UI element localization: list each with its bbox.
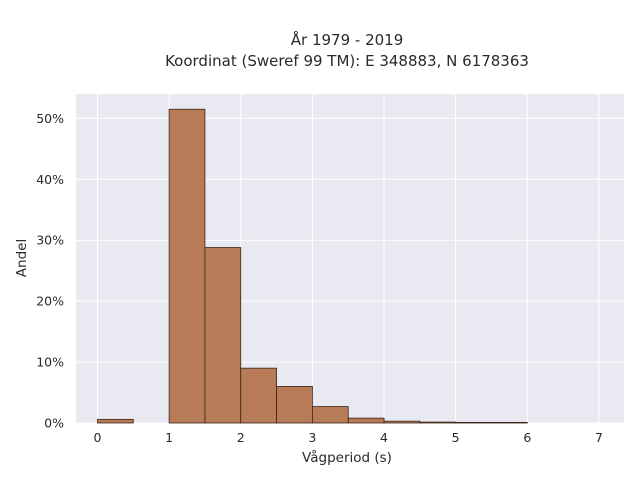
histogram-bar xyxy=(311,406,349,424)
x-tick-label: 3 xyxy=(308,430,316,445)
x-tick-label: 2 xyxy=(237,430,245,445)
chart-title-line-1: År 1979 - 2019 xyxy=(291,30,404,49)
y-tick-label: 10% xyxy=(36,355,64,370)
y-tick-label: 50% xyxy=(36,111,64,126)
x-tick-label: 5 xyxy=(452,430,460,445)
histogram-bar xyxy=(491,421,528,424)
x-tick-label: 0 xyxy=(94,430,102,445)
y-tick-label: 40% xyxy=(36,172,64,187)
x-tick-label: 7 xyxy=(595,430,603,445)
histogram-bar xyxy=(347,417,385,424)
x-tick-label: 4 xyxy=(380,430,388,445)
x-tick-label: 6 xyxy=(523,430,531,445)
y-tick-label: 30% xyxy=(36,233,64,248)
histogram-bar xyxy=(168,108,206,424)
histogram-bar xyxy=(419,421,457,424)
y-tick-label: 0% xyxy=(44,416,64,431)
chart-title-line-2: Koordinat (Sweref 99 TM): E 348883, N 61… xyxy=(165,52,529,70)
histogram-bar xyxy=(204,247,242,424)
histogram-bar xyxy=(240,367,277,424)
histogram-bar xyxy=(383,420,421,424)
y-axis-label: Andel xyxy=(14,239,30,277)
histogram-bar xyxy=(455,421,492,424)
histogram-bars xyxy=(97,108,528,424)
grid-lines xyxy=(76,94,624,424)
y-axis-ticks: 0% 10% 20% 30% 40% 50% xyxy=(36,111,64,431)
histogram-bar xyxy=(97,418,134,424)
y-tick-label: 20% xyxy=(36,294,64,309)
histogram-bar xyxy=(276,386,313,424)
x-axis-label: Vågperiod (s) xyxy=(302,449,392,466)
x-tick-label: 1 xyxy=(165,430,173,445)
plot-area xyxy=(76,94,624,423)
x-axis-ticks: 0 1 2 3 4 5 6 7 xyxy=(94,430,603,445)
